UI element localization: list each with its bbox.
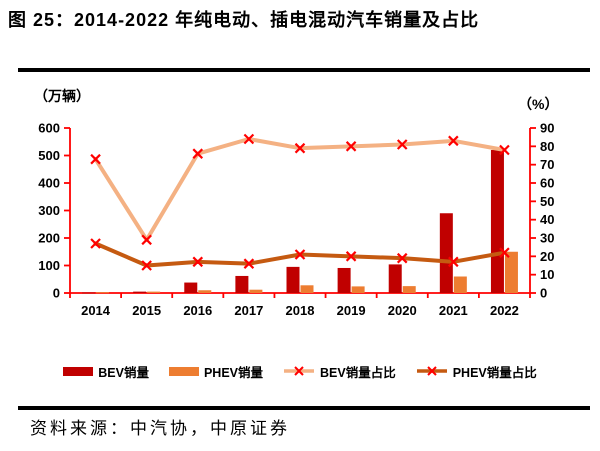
left-axis-tick-label: 400 — [38, 176, 60, 191]
x-axis-category-label: 2019 — [337, 303, 366, 318]
legend-swatch-line — [416, 366, 447, 376]
legend-item-BEV销量占比: BEV销量占比 — [283, 362, 396, 381]
legend-item-PHEV销量占比: PHEV销量占比 — [416, 362, 537, 381]
bar — [490, 150, 504, 293]
legend-swatch-bar — [168, 366, 199, 376]
legend-item-PHEV销量: PHEV销量 — [168, 362, 263, 381]
left-axis-tick-label: 0 — [53, 286, 60, 301]
legend-x-marker — [294, 366, 304, 376]
bar — [402, 286, 416, 293]
left-axis: 0 100 200 300 400 500 600 — [38, 121, 71, 301]
x-axis-category-label: 2021 — [439, 303, 468, 318]
bar — [133, 291, 147, 293]
right-axis-tick-label: 10 — [540, 267, 554, 282]
combo-chart-canvas: 0 100 200 300 400 500 600 0 10 20 30 40 50 60 70 80 90 20… — [38, 121, 554, 319]
title-divider — [18, 68, 590, 72]
x-marker — [294, 142, 306, 154]
legend-label: BEV销量 — [98, 365, 149, 380]
bar — [96, 292, 110, 294]
legend-label: PHEV销量占比 — [452, 365, 537, 380]
bar — [388, 264, 402, 293]
x-marker — [90, 238, 101, 249]
x-axis-category-label: 2014 — [81, 303, 111, 318]
bar — [82, 292, 96, 294]
left-axis-tick-label: 600 — [38, 121, 60, 136]
x-axis-category-label: 2022 — [490, 303, 519, 318]
right-axis-tick-label: 20 — [540, 249, 554, 264]
x-marker — [294, 249, 306, 260]
left-axis-tick-label: 200 — [38, 231, 60, 246]
right-axis-tick-label: 40 — [540, 212, 554, 227]
x-marker — [396, 252, 408, 264]
bar — [504, 251, 518, 293]
bar — [198, 290, 212, 293]
x-marker — [243, 133, 255, 145]
bar — [453, 276, 467, 293]
right-axis-tick-label: 60 — [540, 176, 554, 191]
line-series-BEV销量占比 — [90, 133, 510, 246]
left-axis-unit-label: （万辆） — [34, 88, 90, 104]
legend-x-marker — [426, 366, 437, 376]
bar-series-PHEV销量 — [96, 251, 518, 294]
left-axis-tick-label: 500 — [38, 148, 60, 163]
x-axis-category-label: 2020 — [388, 303, 417, 318]
x-marker — [243, 258, 255, 269]
right-axis-tick-label: 0 — [540, 286, 547, 301]
x-marker — [396, 139, 408, 150]
right-axis-tick-label: 30 — [540, 231, 554, 246]
x-marker — [192, 256, 204, 268]
right-axis: 0 10 20 30 40 50 60 70 80 90 — [529, 121, 554, 301]
x-marker — [499, 144, 510, 156]
bar — [235, 275, 249, 293]
legend-label: BEV销量占比 — [320, 365, 396, 380]
left-axis-tick-label: 300 — [38, 203, 60, 218]
x-marker — [345, 251, 357, 262]
x-axis-category-label: 2016 — [183, 303, 212, 318]
bar — [300, 285, 314, 293]
bar — [439, 213, 453, 293]
bar — [337, 267, 351, 293]
x-axis: 2014 2015 2016 2017 2018 2019 2020 2021 2022 — [69, 292, 531, 318]
x-marker — [141, 234, 152, 246]
bar — [147, 291, 161, 293]
legend-label: PHEV销量 — [203, 365, 263, 380]
x-marker — [499, 247, 510, 258]
x-marker — [192, 148, 204, 159]
chart-legend: BEV销量 PHEV销量 BEV销量占比 PHEV销量占比 — [0, 358, 600, 384]
x-marker — [90, 153, 101, 165]
bar-series-BEV销量 — [82, 150, 504, 294]
x-axis-category-label: 2015 — [132, 303, 161, 318]
x-marker — [448, 256, 459, 268]
bar — [286, 266, 300, 293]
chart-area: （万辆） （%） 0 100 200 300 400 500 600 0 10 20 30 40 50 6… — [0, 80, 600, 400]
right-axis-unit-label: （%） — [518, 96, 559, 112]
x-axis-category-label: 2017 — [234, 303, 263, 318]
legend-swatch-bar — [63, 366, 94, 376]
legend-swatch-line — [284, 366, 314, 376]
right-axis-tick-label: 80 — [540, 139, 554, 154]
bar — [249, 289, 263, 293]
legend-item-BEV销量: BEV销量 — [63, 362, 149, 381]
figure-title: 图 25：2014-2022 年纯电动、插电混动汽车销量及占比 — [8, 10, 480, 30]
left-axis-tick-label: 100 — [38, 258, 60, 273]
x-axis-category-label: 2018 — [286, 303, 315, 318]
x-marker — [448, 135, 459, 147]
x-marker — [345, 141, 357, 152]
x-marker — [141, 260, 152, 271]
right-axis-tick-label: 90 — [540, 121, 554, 136]
source-note: 资料来源：中汽协，中原证券 — [30, 419, 290, 438]
bar — [351, 286, 365, 293]
right-axis-tick-label: 50 — [540, 194, 554, 209]
line-series-PHEV销量占比 — [90, 238, 510, 271]
source-divider — [18, 406, 590, 410]
bar — [184, 282, 198, 293]
right-axis-tick-label: 70 — [540, 157, 554, 172]
